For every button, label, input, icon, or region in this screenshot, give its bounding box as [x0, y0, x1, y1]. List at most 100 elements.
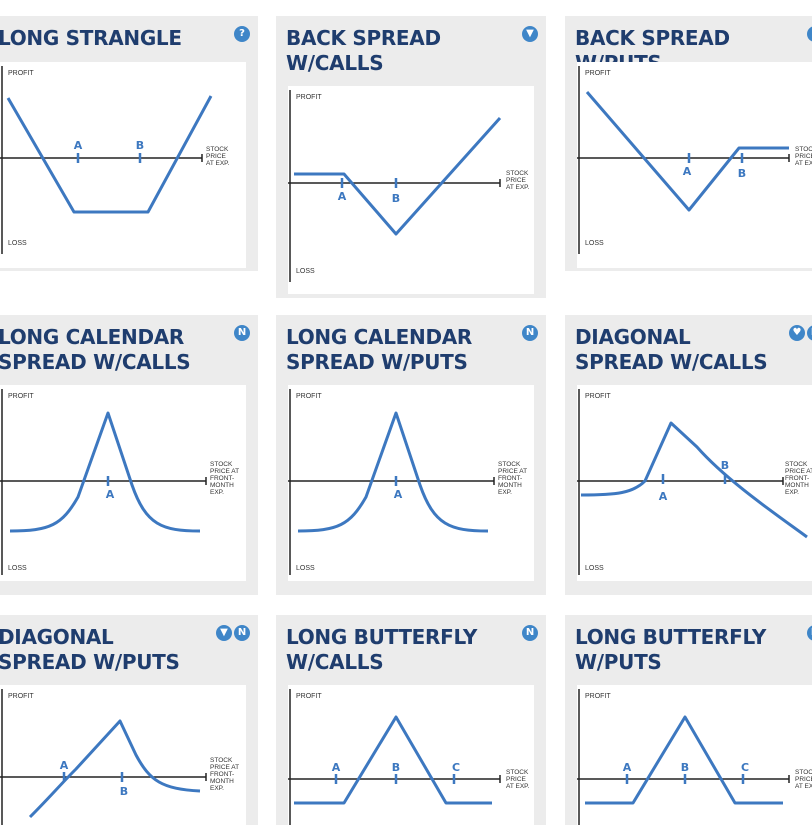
neutral-icon[interactable]: N [522, 325, 538, 341]
marker-a: A [60, 759, 69, 772]
bull-icon[interactable]: ▼ [522, 26, 538, 42]
bear-icon[interactable]: ♥ [789, 325, 805, 341]
marker-b: B [681, 761, 689, 774]
marker-a: A [659, 490, 668, 503]
strategy-card-long-calendar-calls[interactable]: LONG CALENDAR SPREAD W/CALLS N PROFIT LO… [0, 315, 258, 595]
card-badges: N [522, 325, 538, 341]
payoff-svg: A B [0, 66, 213, 254]
card-title: DIAGONAL SPREAD W/PUTS [0, 625, 180, 674]
strategy-card-back-spread-calls[interactable]: BACK SPREAD W/CALLS ▼ PROFIT LOSS STOCK … [276, 16, 546, 298]
profit-label: PROFIT [8, 393, 34, 400]
payoff-line [585, 91, 789, 212]
strategy-card-long-strangle[interactable]: LONG STRANGLE ? PROFIT LOSS STOCK PRICE … [0, 16, 258, 271]
payoff-diagram: PROFIT LOSS STOCK PRICE AT FRONT- MONTH … [577, 385, 812, 581]
card-badges: N [234, 325, 250, 341]
profit-label: PROFIT [585, 70, 611, 77]
card-badges: ♥ N [789, 325, 812, 341]
payoff-line [28, 719, 201, 819]
marker-a: A [74, 139, 83, 152]
strategy-card-long-butterfly-calls[interactable]: LONG BUTTERFLY W/CALLS N PROFIT STOCK PR… [276, 615, 546, 825]
payoff-diagram: PROFIT STOCK PRICE AT EXP. A B C [288, 685, 534, 825]
payoff-svg: A B [577, 66, 790, 254]
stock-price-label: STOCK PRICE AT FRONT- MONTH EXP. [210, 757, 240, 792]
marker-a: A [338, 190, 347, 203]
strategy-card-diagonal-puts[interactable]: DIAGONAL SPREAD W/PUTS ▼ N PROFIT STOCK … [0, 615, 258, 825]
marker-b: B [120, 785, 128, 798]
loss-label: LOSS [8, 240, 27, 247]
payoff-svg: A [288, 389, 495, 575]
payoff-svg: A B [288, 90, 502, 282]
card-badges [807, 26, 812, 42]
marker-b: B [136, 139, 144, 152]
payoff-diagram: PROFIT LOSS STOCK PRICE AT EXP. A B [577, 62, 812, 268]
profit-label: PROFIT [585, 693, 611, 700]
card-title: LONG BUTTERFLY W/CALLS [286, 625, 478, 674]
stock-price-label: STOCK PRICE AT EXP. [506, 769, 530, 790]
payoff-svg: A [0, 389, 207, 575]
bull-icon[interactable]: ▼ [216, 625, 232, 641]
payoff-line [297, 411, 489, 533]
marker-a: A [683, 165, 692, 178]
payoff-diagram: PROFIT STOCK PRICE AT EXP. A B C [577, 685, 812, 825]
payoff-svg: A B C [288, 689, 501, 825]
profit-label: PROFIT [296, 693, 322, 700]
profit-label: PROFIT [585, 393, 611, 400]
loss-label: LOSS [296, 268, 315, 275]
stock-price-label: STOCK PRICE AT EXP. [795, 769, 812, 790]
profit-label: PROFIT [8, 693, 34, 700]
bear-icon[interactable] [807, 26, 812, 42]
stock-price-label: STOCK PRICE AT FRONT- MONTH EXP. [785, 461, 812, 496]
neutral-icon[interactable]: N [807, 625, 812, 641]
marker-c: C [741, 761, 749, 774]
payoff-line [580, 421, 808, 539]
payoff-diagram: PROFIT LOSS STOCK PRICE AT EXP. A B [288, 86, 534, 294]
loss-label: LOSS [8, 565, 27, 572]
marker-a: A [394, 488, 403, 501]
card-title: DIAGONAL SPREAD W/CALLS [575, 325, 768, 374]
card-title: LONG CALENDAR SPREAD W/CALLS [0, 325, 191, 374]
card-title: BACK SPREAD W/CALLS [286, 26, 441, 75]
stock-price-label: STOCK PRICE AT EXP. [506, 170, 530, 191]
payoff-line [6, 95, 213, 214]
marker-b: B [721, 459, 729, 472]
neutral-icon[interactable]: N [234, 325, 250, 341]
neutral-icon[interactable]: N [807, 325, 812, 341]
marker-b: B [392, 192, 400, 205]
card-title: LONG CALENDAR SPREAD W/PUTS [286, 325, 473, 374]
payoff-line [294, 116, 502, 236]
loss-label: LOSS [585, 240, 604, 247]
neutral-icon[interactable]: N [234, 625, 250, 641]
profit-label: PROFIT [296, 94, 322, 101]
loss-label: LOSS [585, 565, 604, 572]
stock-price-label: STOCK PRICE AT FRONT- MONTH EXP. [498, 461, 528, 496]
card-badges: ▼ N [216, 625, 250, 641]
profit-label: PROFIT [296, 393, 322, 400]
card-badges: N [522, 625, 538, 641]
marker-b: B [392, 761, 400, 774]
strategy-card-back-spread-puts[interactable]: BACK SPREAD W/PUTS PROFIT LOSS STOCK PRI… [565, 16, 812, 271]
marker-a: A [623, 761, 632, 774]
question-icon[interactable]: ? [234, 26, 250, 42]
card-badges: ▼ [522, 26, 538, 42]
marker-c: C [452, 761, 460, 774]
stock-price-label: STOCK PRICE AT EXP. [795, 146, 812, 167]
stock-price-label: STOCK PRICE AT FRONT- MONTH EXP. [210, 461, 240, 496]
neutral-icon[interactable]: N [522, 625, 538, 641]
payoff-diagram: PROFIT LOSS STOCK PRICE AT EXP. A B [0, 62, 246, 268]
marker-a: A [106, 488, 115, 501]
strategy-card-long-butterfly-puts[interactable]: LONG BUTTERFLY W/PUTS N PROFIT STOCK PRI… [565, 615, 812, 825]
profit-label: PROFIT [8, 70, 34, 77]
strategy-card-diagonal-calls[interactable]: DIAGONAL SPREAD W/CALLS ♥ N PROFIT LOSS … [565, 315, 812, 595]
payoff-diagram: PROFIT STOCK PRICE AT FRONT- MONTH EXP. … [0, 685, 246, 825]
payoff-svg: A B C [577, 689, 790, 825]
stock-price-label: STOCK PRICE AT EXP. [206, 146, 230, 167]
strategy-card-long-calendar-puts[interactable]: LONG CALENDAR SPREAD W/PUTS N PROFIT LOS… [276, 315, 546, 595]
marker-b: B [738, 167, 746, 180]
payoff-line [294, 715, 492, 805]
payoff-line [585, 715, 783, 805]
card-badges: ? [234, 26, 250, 42]
card-title: LONG STRANGLE [0, 26, 182, 50]
card-title: LONG BUTTERFLY W/PUTS [575, 625, 767, 674]
payoff-svg: A B [0, 689, 207, 825]
loss-label: LOSS [296, 565, 315, 572]
